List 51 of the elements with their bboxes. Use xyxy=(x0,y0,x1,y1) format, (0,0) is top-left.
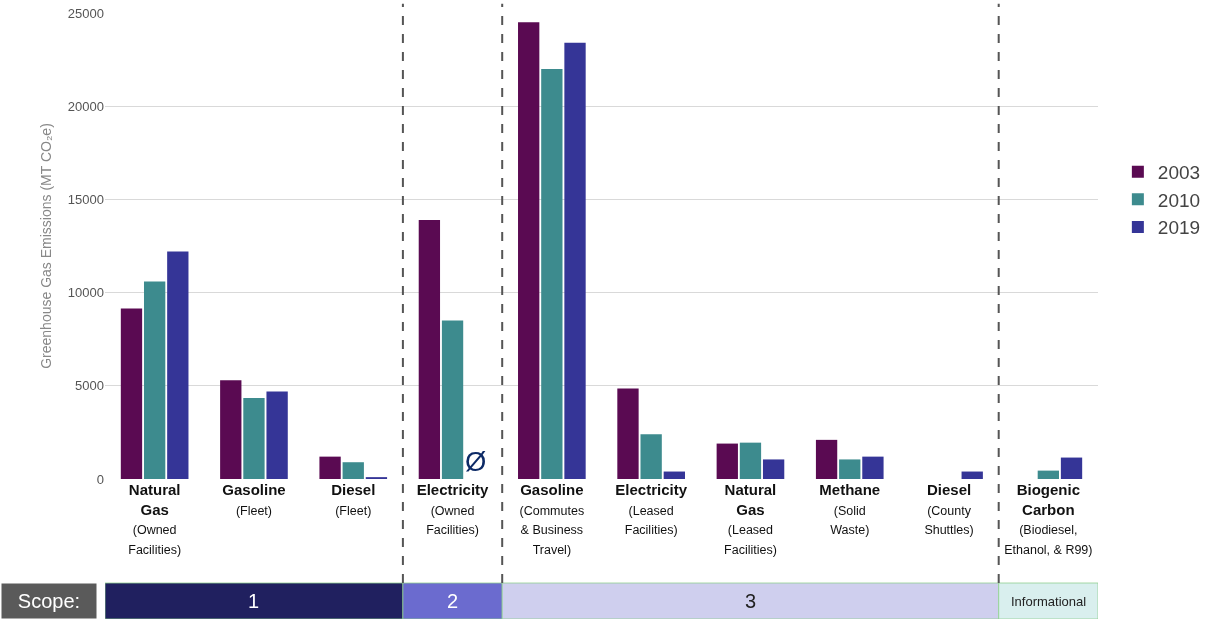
legend-label: 2019 xyxy=(1157,217,1201,239)
x-tick-label: Gasoline (Commutes & Business Travel) xyxy=(519,481,585,557)
bar xyxy=(716,443,738,479)
legend-label: 2010 xyxy=(1157,189,1201,211)
bar xyxy=(441,320,464,479)
y-tick-label: 5000 xyxy=(75,378,104,394)
x-tick-label: Diesel (County Shuttles) xyxy=(924,481,974,537)
bar xyxy=(663,471,685,479)
x-tick-label: Gasoline (Fleet) xyxy=(222,481,286,518)
bar xyxy=(120,308,143,479)
bar xyxy=(862,456,884,479)
text: 3 xyxy=(745,590,757,612)
text: 2 xyxy=(447,590,459,612)
text: Ø xyxy=(465,445,487,477)
y-tick-label: 20000 xyxy=(67,98,104,114)
text: 1 xyxy=(248,590,260,612)
x-tick-label: Methane (Solid Waste) xyxy=(819,481,881,537)
bar xyxy=(1060,457,1083,479)
legend-label: 2003 xyxy=(1157,162,1201,184)
bar xyxy=(418,219,441,479)
x-tick-label: Diesel (Fleet) xyxy=(331,481,376,518)
y-tick-label: 10000 xyxy=(67,285,104,301)
x-tick-label: Electricity (Owned Facilities) xyxy=(416,481,490,537)
x-tick-label: Natural Gas (Owned Facilities) xyxy=(128,481,182,557)
bar xyxy=(617,388,639,479)
bar xyxy=(518,22,540,479)
bar xyxy=(143,281,166,479)
bar xyxy=(167,251,189,479)
bar xyxy=(319,456,341,479)
bar xyxy=(342,462,364,479)
bar xyxy=(815,439,838,479)
bar xyxy=(243,397,265,479)
bar xyxy=(564,42,586,479)
y-tick-label: 25000 xyxy=(67,5,104,21)
y-tick-label: 0 xyxy=(96,471,104,487)
text: Scope: xyxy=(17,590,81,612)
x-tick-label: Electricity (Leased Facilities) xyxy=(615,481,688,537)
text: Informational xyxy=(1011,594,1087,609)
bar xyxy=(266,391,288,479)
y-axis-title: Greenhouse Gas Emissions (MT CO₂e) xyxy=(38,123,55,369)
y-tick-label: 15000 xyxy=(67,191,104,207)
x-tick-label: Biogenic Carbon (Biodiesel, Ethanol, & R99) xyxy=(1004,481,1093,557)
bar xyxy=(541,68,563,479)
bar xyxy=(762,459,785,479)
bar xyxy=(640,434,662,479)
bar xyxy=(961,471,983,479)
bar xyxy=(1037,470,1060,479)
bar xyxy=(220,380,242,479)
x-tick-label: Natural Gas (Leased Facilities) xyxy=(724,481,777,557)
bar xyxy=(739,442,762,479)
bar xyxy=(839,459,861,479)
